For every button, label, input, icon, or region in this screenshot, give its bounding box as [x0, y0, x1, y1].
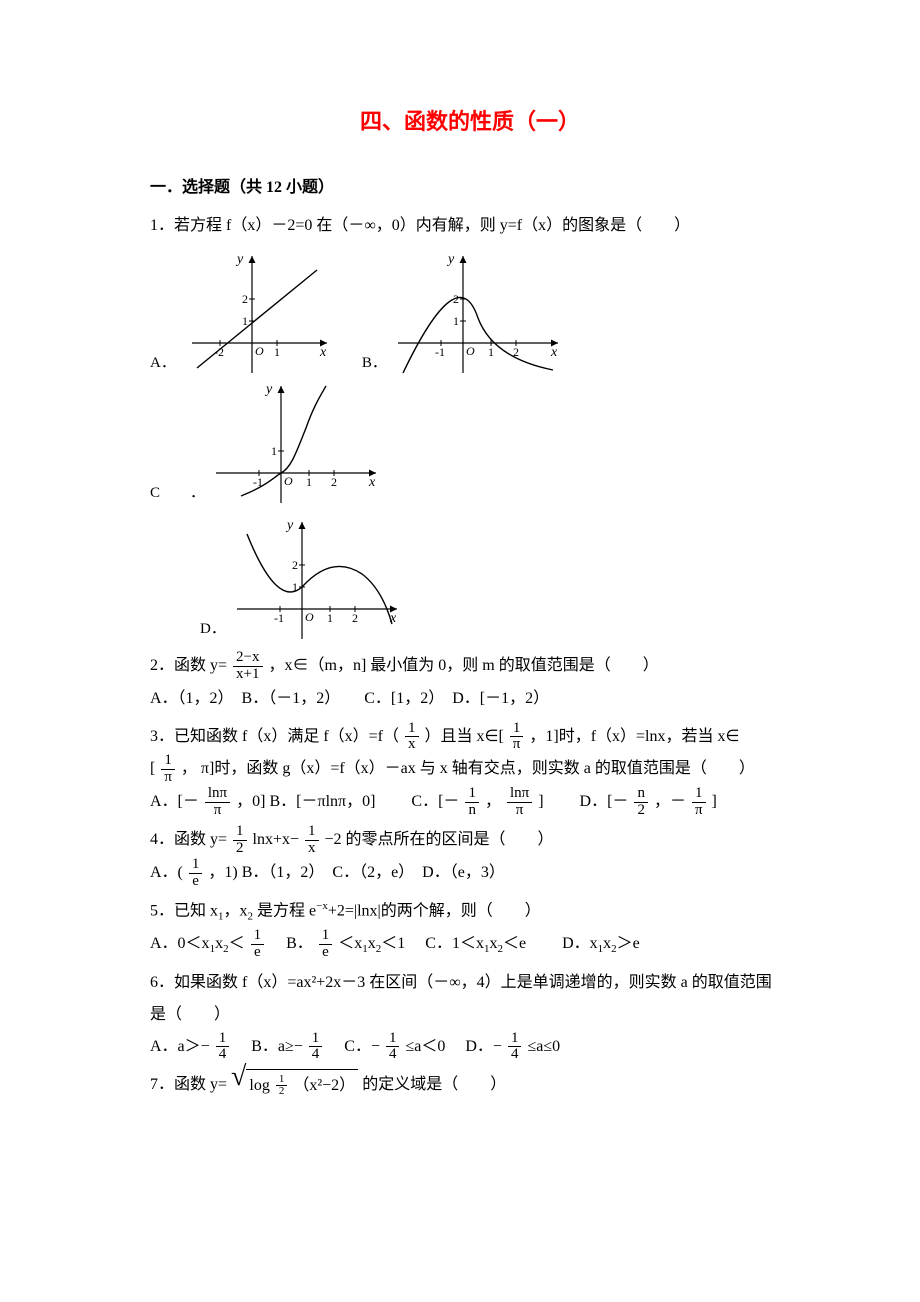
- q3-line2: [ 1π ， π]时，函数 g（x）=f（x）－ax 与 x 轴有交点，则实数 …: [150, 753, 790, 786]
- q5-options: A．0＜x1x2＜ 1e B． 1e ＜x1x2＜1 C．1＜x1x2＜e D．…: [150, 928, 790, 961]
- svg-text:1: 1: [274, 345, 280, 359]
- q1-graph-row-2: D． x y O -1 1 2 1 2: [150, 514, 790, 644]
- question-7: 7．函数 y= √ log 12 （x²−2） 的定义域是（ ）: [150, 1069, 790, 1102]
- svg-text:1: 1: [306, 475, 312, 489]
- page-root: 四、函数的性质（一） 一．选择题（共 12 小题） 1．若方程 f（x）－2=0…: [0, 0, 920, 1168]
- svg-text:x: x: [319, 345, 327, 360]
- q1-option-D: D． x y O -1 1 2 1 2: [200, 514, 402, 644]
- svg-text:y: y: [264, 382, 273, 397]
- svg-text:O: O: [284, 474, 293, 488]
- q1-stem: 1．若方程 f（x）－2=0 在（－∞，0）内有解，则 y=f（x）的图象是（ …: [150, 210, 790, 242]
- sqrt-icon: √ log 12 （x²−2）: [231, 1069, 358, 1102]
- q6-line2: 是（ ）: [150, 999, 790, 1031]
- q6-line1: 6．如果函数 f（x）=ax²+2x－3 在区间（－∞，4）上是单调递增的，则实…: [150, 967, 790, 999]
- q1-graph-B: x y O -1 1 2 1 2: [393, 248, 563, 378]
- svg-text:O: O: [255, 344, 264, 358]
- q2-options: A．（1，2） B．（－1，2） C．[1，2） D．[－1，2）: [150, 683, 790, 715]
- svg-text:2: 2: [292, 558, 298, 572]
- question-4: 4．函数 y= 12 lnx+x− 1x −2 的零点所在的区间是（ ） A．(…: [150, 824, 790, 889]
- svg-text:1: 1: [242, 314, 248, 328]
- svg-text:1: 1: [453, 314, 459, 328]
- page-title: 四、函数的性质（一）: [150, 100, 790, 144]
- q3-line1: 3．已知函数 f（x）满足 f（x）=f（ 1x ）且当 x∈[ 1π ，1]时…: [150, 721, 790, 754]
- q1-option-C: C ． x y O -1 1 2 1: [150, 378, 381, 508]
- svg-text:2: 2: [352, 611, 358, 625]
- svg-text:x: x: [368, 475, 376, 490]
- svg-text:x: x: [550, 345, 558, 360]
- q1-label-A: A．: [150, 348, 176, 378]
- q4-stem: 4．函数 y= 12 lnx+x− 1x −2 的零点所在的区间是（ ）: [150, 824, 790, 857]
- svg-text:1: 1: [327, 611, 333, 625]
- svg-text:O: O: [466, 344, 475, 358]
- svg-text:y: y: [235, 252, 244, 267]
- q1-graph-D: x y O -1 1 2 1 2: [232, 514, 402, 644]
- svg-text:1: 1: [488, 345, 494, 359]
- svg-text:-1: -1: [253, 475, 263, 489]
- svg-text:y: y: [446, 252, 455, 267]
- q1-label-D: D．: [200, 614, 226, 644]
- q3-options: A．[－ lnππ ，0] B．[－πlnπ，0] C．[－ 1n ， lnππ…: [150, 786, 790, 819]
- q1-graph-row-1: A． x y O -2 1 1 2: [150, 248, 790, 508]
- question-1: 1．若方程 f（x）－2=0 在（－∞，0）内有解，则 y=f（x）的图象是（ …: [150, 210, 790, 644]
- q2-pre: 2．函数 y=: [150, 657, 227, 674]
- q5-stem: 5．已知 x1，x2 是方程 e−x+2=|lnx|的两个解，则（ ）: [150, 895, 790, 928]
- q1-graph-C: x y O -1 1 2 1: [211, 378, 381, 508]
- svg-text:2: 2: [331, 475, 337, 489]
- section-heading: 一．选择题（共 12 小题）: [150, 172, 790, 204]
- q2-frac: 2−x x+1: [233, 650, 262, 683]
- q1-label-C: C ．: [150, 478, 205, 508]
- svg-text:y: y: [285, 518, 294, 533]
- svg-text:2: 2: [242, 292, 248, 306]
- svg-text:-1: -1: [274, 611, 284, 625]
- q1-option-A: A． x y O -2 1 1 2: [150, 248, 332, 378]
- question-2: 2．函数 y= 2−x x+1 ，x∈（m，n] 最小值为 0，则 m 的取值范…: [150, 650, 790, 715]
- q4-options: A．( 1e ，1) B．（1，2） C．（2，e） D．（e，3）: [150, 857, 790, 890]
- q2-post: ，x∈（m，n] 最小值为 0，则 m 的取值范围是（ ）: [269, 657, 659, 674]
- q1-option-B: B． x y O -1 1 2 1 2: [362, 248, 563, 378]
- q1-label-B: B．: [362, 348, 387, 378]
- q1-graph-A: x y O -2 1 1 2: [182, 248, 332, 378]
- question-3: 3．已知函数 f（x）满足 f（x）=f（ 1x ）且当 x∈[ 1π ，1]时…: [150, 721, 790, 819]
- q6-options: A．a＞− 14 B．a≥− 14 C．− 14 ≤a＜0 D．− 14 ≤a≤…: [150, 1031, 790, 1064]
- svg-text:1: 1: [271, 444, 277, 458]
- svg-text:O: O: [305, 610, 314, 624]
- question-5: 5．已知 x1，x2 是方程 e−x+2=|lnx|的两个解，则（ ） A．0＜…: [150, 895, 790, 960]
- svg-text:-1: -1: [435, 345, 445, 359]
- question-6: 6．如果函数 f（x）=ax²+2x－3 在区间（－∞，4）上是单调递增的，则实…: [150, 967, 790, 1064]
